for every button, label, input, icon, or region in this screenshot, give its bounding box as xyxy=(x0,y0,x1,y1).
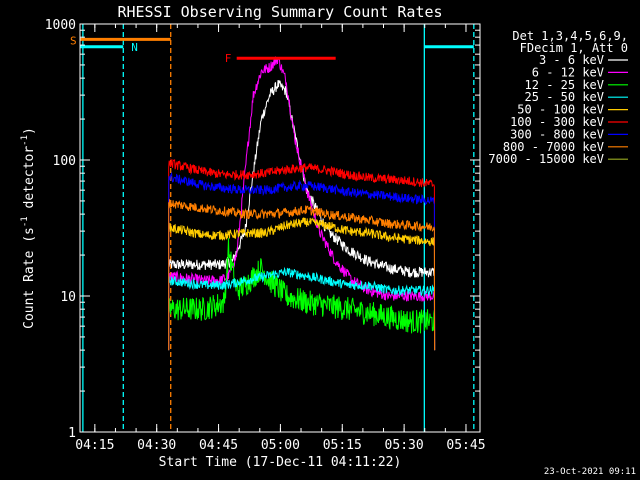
x-axis-label: Start Time (17-Dec-11 04:11:22) xyxy=(159,455,402,470)
legend-entry-5: 100 - 300 keV xyxy=(510,115,604,129)
legend-entry-7: 800 - 7000 keV xyxy=(503,140,604,154)
legend-entry-0: 3 - 6 keV xyxy=(539,53,604,67)
legend-header-line-1: Det 1,3,4,5,6,9, xyxy=(512,29,628,43)
legend-entry-8: 7000 - 15000 keV xyxy=(488,152,604,166)
series-line-7 xyxy=(168,199,436,351)
series-line-4 xyxy=(168,217,436,351)
flag-label-s: S xyxy=(70,34,77,47)
y-axis-label-sup2: -1 xyxy=(20,135,30,146)
y-tick-label-3: 1000 xyxy=(45,18,76,33)
y-tick-label-1: 10 xyxy=(60,290,76,305)
generation-timestamp: 23-Oct-2021 09:11 xyxy=(544,467,636,477)
legend-entry-4: 50 - 100 keV xyxy=(517,103,604,117)
y-axis-label-sup1: -1 xyxy=(20,216,30,227)
y-axis-label-mid: detector xyxy=(22,146,37,217)
legend-entry-1: 6 - 12 keV xyxy=(532,65,604,79)
x-tick-label-4: 05:15 xyxy=(323,438,362,453)
legend-entry-2: 12 - 25 keV xyxy=(525,78,604,92)
series-line-6 xyxy=(168,171,436,351)
y-axis-label-end: ) xyxy=(22,127,37,135)
series-line-5 xyxy=(168,158,436,351)
chart-title: RHESSI Observing Summary Count Rates xyxy=(117,3,442,21)
y-axis-label-main: Count Rate (s xyxy=(22,227,37,329)
legend-header-line-2: FDecim 1, Att 0 xyxy=(520,41,628,55)
series-line-2 xyxy=(168,238,436,351)
legend-entry-3: 25 - 50 keV xyxy=(525,90,604,104)
x-tick-label-5: 05:30 xyxy=(385,438,424,453)
y-tick-label-2: 100 xyxy=(53,154,76,169)
legend-entry-6: 300 - 800 keV xyxy=(510,127,604,141)
series-line-3 xyxy=(168,266,436,351)
x-tick-label-1: 04:30 xyxy=(137,438,176,453)
x-tick-label-3: 05:00 xyxy=(261,438,300,453)
x-tick-label-0: 04:15 xyxy=(75,438,114,453)
x-tick-label-2: 04:45 xyxy=(199,438,238,453)
flag-label-f: F xyxy=(225,52,232,65)
legend: Det 1,3,4,5,6,9, FDecim 1, Att 0 3 - 6 k… xyxy=(488,29,628,166)
x-tick-label-6: 05:45 xyxy=(446,438,485,453)
flag-label-n: N xyxy=(131,41,138,54)
y-tick-label-0: 1 xyxy=(68,426,76,441)
y-axis-label: Count Rate (s-1 detector-1) xyxy=(20,127,37,329)
